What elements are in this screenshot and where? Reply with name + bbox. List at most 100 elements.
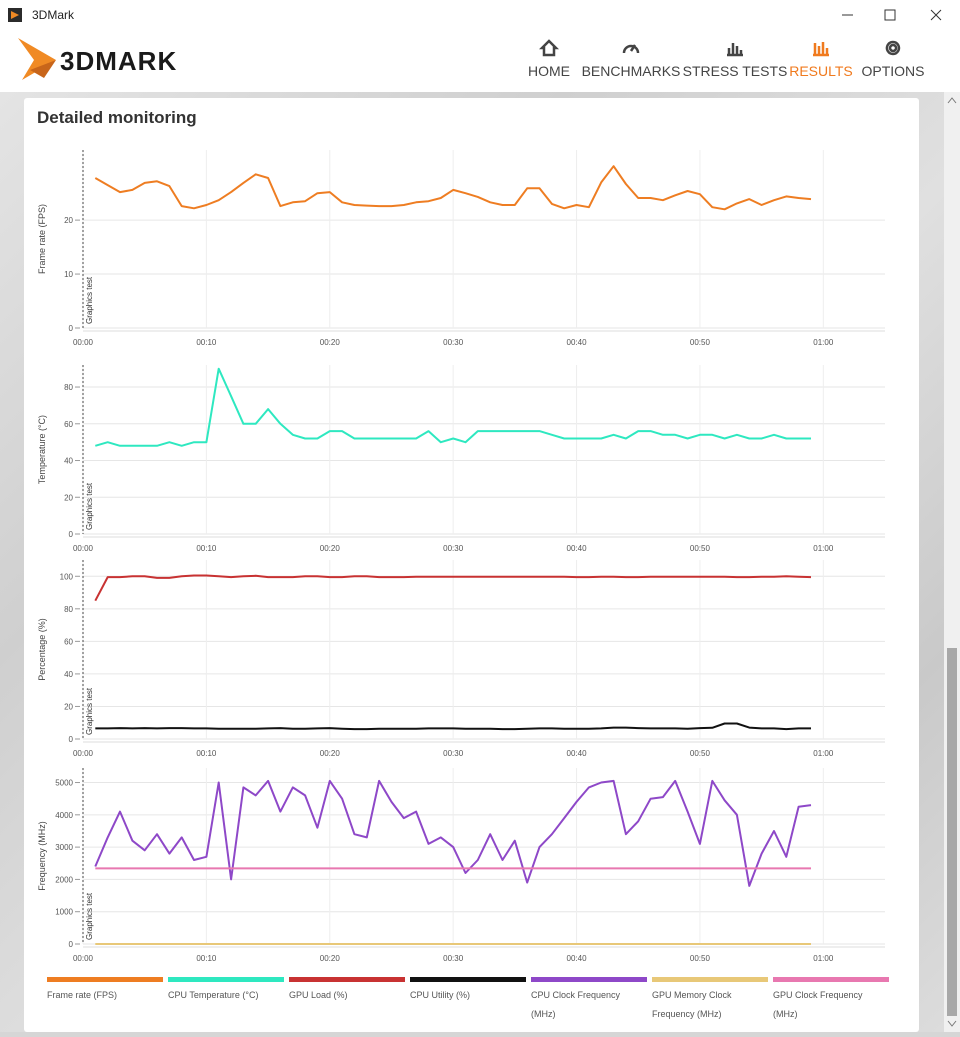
nav-icon <box>622 44 640 54</box>
logo[interactable]: 3DMARK <box>0 30 240 92</box>
legend-swatch <box>410 977 526 982</box>
nav-item[interactable]: HOME <box>494 38 604 79</box>
nav-item[interactable]: BENCHMARKS <box>576 38 686 79</box>
app-icon-mark <box>11 11 19 19</box>
card: Detailed monitoring <box>24 98 919 1032</box>
annotation: Graphics test <box>85 687 94 735</box>
nav-item[interactable]: STRESS TESTS <box>680 38 790 79</box>
y-tick-label: 80 <box>64 605 73 614</box>
x-tick-label: 00:30 <box>443 544 464 553</box>
scrollbar[interactable] <box>944 92 960 1032</box>
x-tick-label: 00:30 <box>443 338 464 347</box>
y-tick-label: 10 <box>64 270 73 279</box>
x-tick-label: 00:40 <box>567 749 588 758</box>
series-line <box>94 779 812 887</box>
x-tick-label: 00:20 <box>320 544 341 553</box>
legend-item: GPU Load (%) <box>289 977 405 1005</box>
annotation: Graphics test <box>85 276 94 324</box>
x-tick-label: 00:20 <box>320 749 341 758</box>
legend-swatch <box>773 977 889 982</box>
nav-icon-shape <box>727 43 743 57</box>
title-bar-graphics: 3DMark <box>8 8 942 22</box>
nav-item[interactable]: RESULTS <box>766 38 876 79</box>
x-tick-label: 01:00 <box>813 954 834 963</box>
y-tick-label: 0 <box>69 940 74 949</box>
header: 3DMARK HOME BENCHMARKS STRESS TESTS RESULTS… <box>0 30 960 93</box>
nav-icon <box>813 42 829 57</box>
nav-icon-shape <box>813 42 829 57</box>
x-tick-label: 00:40 <box>567 544 588 553</box>
x-tick-label: 00:10 <box>196 749 217 758</box>
y-tick-label: 5000 <box>55 779 73 788</box>
legend-swatch <box>289 977 405 982</box>
y-tick-label: 20 <box>64 493 73 502</box>
window-title: 3DMark <box>32 8 75 22</box>
x-tick-label: 01:00 <box>813 544 834 553</box>
x-tick-label: 01:00 <box>813 749 834 758</box>
nav-icon <box>885 40 901 56</box>
scroll-down[interactable] <box>947 1020 957 1027</box>
scroll-up[interactable] <box>947 97 957 104</box>
x-tick-label: 00:30 <box>443 749 464 758</box>
legend-swatch <box>531 977 647 982</box>
x-tick-label: 00:50 <box>690 749 711 758</box>
x-tick-label: 00:10 <box>196 544 217 553</box>
logo-mark-shade <box>30 60 56 78</box>
y-tick-label: 40 <box>64 457 73 466</box>
legend-label: GPU Clock Frequency (MHz) <box>773 990 863 1019</box>
y-tick-label: 4000 <box>55 811 73 820</box>
x-tick-label: 00:00 <box>73 954 94 963</box>
nav-icon-shape <box>622 44 640 54</box>
x-tick-label: 00:40 <box>567 338 588 347</box>
y-axis-label: Frame rate (FPS) <box>37 204 47 274</box>
legend-label: CPU Utility (%) <box>410 990 470 1000</box>
nav-icon-shape <box>885 40 901 56</box>
scrollbar-graphics <box>947 97 957 1027</box>
y-tick-label: 1000 <box>55 908 73 917</box>
series-line <box>95 722 811 731</box>
nav-label: HOME <box>528 63 570 79</box>
title-bar: 3DMark <box>0 0 960 30</box>
legend-label: GPU Memory Clock Frequency (MHz) <box>652 990 732 1019</box>
y-tick-label: 60 <box>64 637 73 646</box>
x-tick-label: 00:00 <box>73 749 94 758</box>
y-tick-label: 60 <box>64 420 73 429</box>
charts: 0 10 20 00:00 00:10 00:20 00:30 00:40 00:50 01:00… <box>37 150 885 963</box>
x-tick-label: 00:00 <box>73 544 94 553</box>
legend-swatch <box>652 977 768 982</box>
nav-item[interactable]: OPTIONS <box>838 38 948 79</box>
y-tick-label: 3000 <box>55 843 73 852</box>
x-tick-label: 00:40 <box>567 954 588 963</box>
nav-label: STRESS TESTS <box>682 63 788 79</box>
x-tick-label: 00:10 <box>196 338 217 347</box>
y-tick-label: 40 <box>64 670 73 679</box>
section-title: Detailed monitoring <box>37 108 197 127</box>
y-tick-label: 0 <box>69 324 74 333</box>
y-tick-label: 20 <box>64 216 73 225</box>
y-axis-label: Percentage (%) <box>37 618 47 681</box>
x-tick-label: 00:10 <box>196 954 217 963</box>
y-axis-label: Frequency (MHz) <box>37 821 47 891</box>
legend-label: CPU Temperature (°C) <box>168 990 259 1000</box>
legend-label: GPU Load (%) <box>289 990 348 1000</box>
scroll-thumb[interactable] <box>947 648 957 1016</box>
nav-icon-shape <box>538 39 560 57</box>
y-tick-label: 20 <box>64 702 73 711</box>
legend-item: GPU Memory Clock Frequency (MHz) <box>652 977 768 1024</box>
maximize-button[interactable] <box>884 9 896 21</box>
legend-swatch <box>168 977 284 982</box>
logo-text: 3DMARK <box>60 46 177 76</box>
x-tick-label: 00:20 <box>320 338 341 347</box>
nav-label: BENCHMARKS <box>581 63 681 79</box>
y-tick-label: 2000 <box>55 875 73 884</box>
y-tick-label: 80 <box>64 383 73 392</box>
y-tick-label: 0 <box>69 735 74 744</box>
close-button[interactable] <box>930 9 942 21</box>
legend-item: CPU Temperature (°C) <box>168 977 284 1005</box>
legend-item: Frame rate (FPS) <box>47 977 163 1005</box>
series-line <box>95 367 811 447</box>
x-tick-label: 00:50 <box>690 544 711 553</box>
annotation: Graphics test <box>85 892 94 940</box>
